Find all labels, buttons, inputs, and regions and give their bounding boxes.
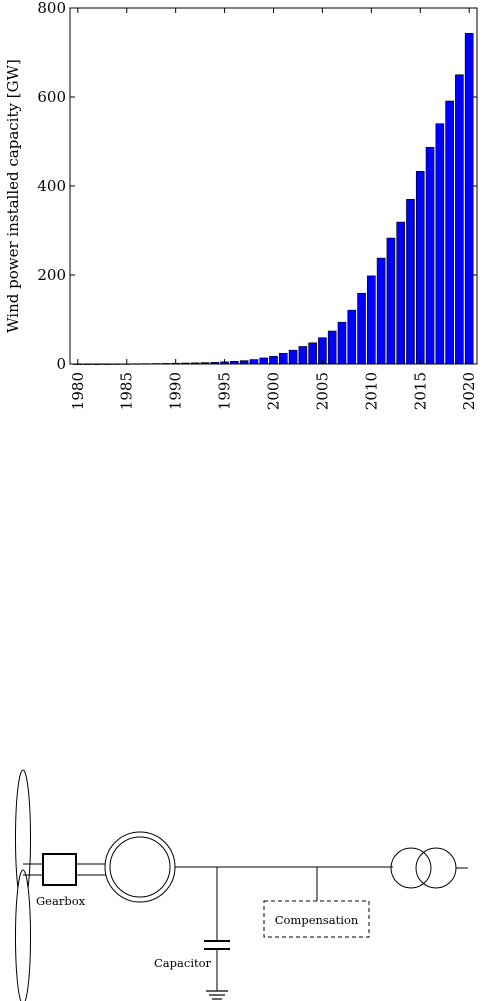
bar-1998	[249, 359, 259, 365]
y-tick-label: 400	[37, 177, 66, 195]
bar-2004	[308, 342, 317, 365]
bar-2019	[455, 74, 464, 365]
transformer-coil-left	[390, 847, 432, 889]
bar-2003	[298, 346, 308, 365]
bar-2011	[376, 257, 386, 365]
y-tick-label: 800	[37, 0, 66, 17]
capacitor-label: Capacitor	[154, 956, 212, 970]
y-axis-title: Wind power installed capacity [GW]	[4, 59, 22, 333]
bar-2002	[288, 349, 298, 365]
y-tick-label: 200	[37, 266, 66, 284]
generator-inner	[109, 836, 171, 898]
generator-outer	[104, 831, 176, 903]
x-tick-label: 1990	[167, 372, 185, 410]
bar-1999	[259, 357, 269, 365]
bar-chart: 0 200 400 600 800 1980 1985 1990 1995 2000 2005 20…	[4, 0, 478, 410]
bar-2009	[357, 292, 366, 365]
x-tick-label: 1985	[118, 372, 136, 410]
wind-turbine-circuit-diagram: Gearbox Capacitor Compensation	[15, 769, 468, 1001]
x-tick-label: 1980	[69, 372, 87, 410]
y-tick-label: 0	[56, 355, 66, 373]
bar-2013	[396, 221, 405, 365]
x-axis-ticks: 1980 1985 1990 1995 2000 2005 2010 2015 2020	[69, 8, 478, 410]
x-tick-label: 2000	[265, 372, 283, 410]
y-axis-ticks: 0 200 400 600 800	[37, 0, 477, 373]
bar-2012	[386, 237, 396, 365]
compensation-label: Compensation	[275, 913, 359, 927]
x-tick-label: 2010	[362, 372, 380, 410]
gearbox-label: Gearbox	[36, 894, 86, 908]
x-tick-label: 2015	[411, 372, 429, 410]
y-tick-label: 600	[37, 88, 66, 106]
bar-2017	[435, 123, 445, 365]
compensation-box	[263, 900, 370, 938]
blade-lower	[15, 869, 31, 1001]
bar-2010	[367, 275, 376, 365]
bar-2008	[347, 309, 357, 365]
bar-2001	[278, 353, 288, 365]
bars-group	[73, 33, 474, 365]
bar-1997	[239, 360, 249, 365]
transformer-coil-right	[415, 847, 457, 889]
bar-2016	[425, 146, 435, 365]
x-tick-label: 2020	[460, 372, 478, 410]
bar-2018	[445, 100, 454, 365]
x-tick-label: 1995	[216, 372, 234, 410]
bar-2015	[415, 171, 425, 365]
bar-2014	[406, 199, 415, 365]
bar-2006	[327, 330, 337, 365]
gearbox	[42, 853, 77, 886]
bar-2020	[464, 33, 474, 365]
bar-2007	[337, 321, 347, 365]
x-tick-label: 2005	[313, 372, 331, 410]
